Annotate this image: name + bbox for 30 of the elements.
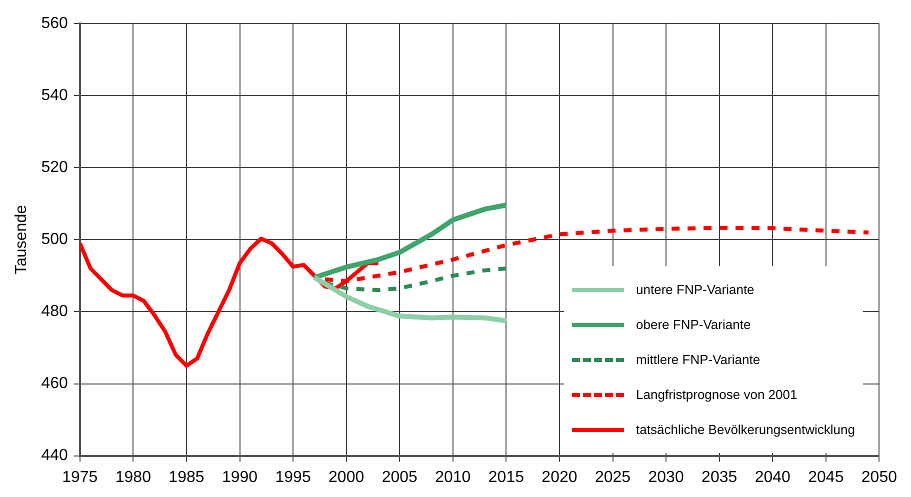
y-tick-label: 540 bbox=[41, 87, 68, 104]
x-tick-label: 1980 bbox=[115, 468, 152, 486]
x-tick-label: 2045 bbox=[808, 468, 844, 486]
y-tick-label: 440 bbox=[41, 447, 68, 464]
legend-label: untere FNP-Variante bbox=[636, 282, 754, 297]
y-tick-label: 460 bbox=[41, 375, 68, 392]
legend-label: obere FNP-Variante bbox=[636, 317, 751, 332]
legend-label: Langfristprognose von 2001 bbox=[636, 387, 798, 402]
y-tick-label: 480 bbox=[41, 303, 68, 320]
legend-label: mittlere FNP-Variante bbox=[636, 352, 760, 367]
y-tick-label: 560 bbox=[41, 15, 68, 32]
y-tick-label: 520 bbox=[41, 159, 68, 176]
y-tick-label: 500 bbox=[41, 231, 68, 248]
x-tick-label: 2020 bbox=[542, 468, 578, 486]
line-series bbox=[323, 266, 508, 292]
x-tick-label: 2040 bbox=[754, 468, 791, 486]
x-tick-label: 2000 bbox=[328, 468, 364, 486]
y-axis-title: Tausende bbox=[13, 204, 30, 274]
x-tick-label: 1995 bbox=[275, 468, 311, 486]
x-tick-label: 1975 bbox=[62, 468, 98, 486]
legend-label: tatsächliche Bevölkerungsentwicklung bbox=[636, 422, 855, 437]
x-tick-label: 2030 bbox=[648, 468, 684, 486]
x-tick-label: 2025 bbox=[594, 468, 631, 486]
x-tick-label: 2015 bbox=[488, 468, 524, 486]
x-tick-label: 2010 bbox=[435, 468, 471, 486]
x-tick-label: 2050 bbox=[861, 468, 898, 486]
x-tick-label: 2005 bbox=[382, 468, 418, 486]
x-tick-label: 1990 bbox=[222, 468, 258, 486]
x-tick-label: 1985 bbox=[168, 468, 204, 486]
x-tick-label: 2035 bbox=[702, 468, 738, 486]
